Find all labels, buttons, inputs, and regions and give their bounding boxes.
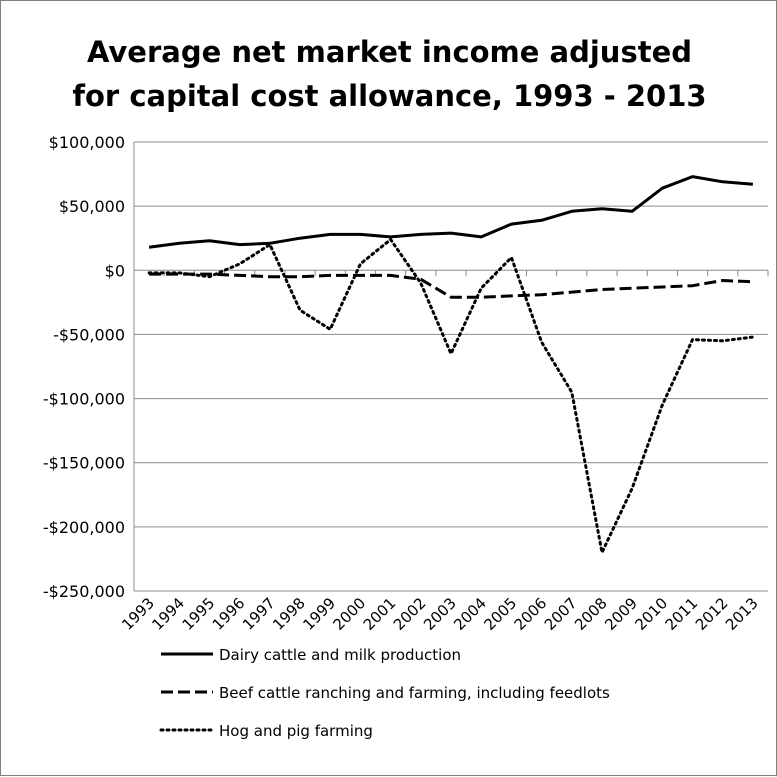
x-tick-label: 2001 (360, 594, 400, 634)
x-tick-label: 2003 (420, 594, 460, 634)
x-tick-label: 2008 (571, 594, 611, 634)
y-tick-label: $100,000 (49, 133, 125, 152)
chart-title-line-1: Average net market income adjusted (86, 35, 693, 69)
x-tick-label: 1999 (299, 594, 339, 634)
x-tick-label: 2000 (330, 594, 370, 634)
y-tick-label: -$150,000 (43, 454, 125, 473)
x-tick-label: 2006 (511, 594, 551, 634)
y-tick-label: -$50,000 (53, 325, 125, 344)
x-tick-label: 1998 (269, 594, 309, 634)
series-line-1 (148, 175, 754, 249)
x-tick-label: 2012 (692, 594, 732, 634)
x-tick-label: 1997 (239, 594, 279, 634)
x-tick-label: 2004 (450, 594, 490, 634)
y-tick-label: -$100,000 (43, 390, 125, 409)
x-tick-label: 2011 (662, 594, 702, 634)
x-tick-label: 1996 (209, 594, 249, 634)
x-tick-label: 2010 (631, 594, 671, 634)
x-tick-label: 2013 (722, 594, 762, 634)
x-tick-label: 2005 (480, 594, 520, 634)
x-tick-label: 2007 (541, 594, 581, 634)
legend-label-1: Dairy cattle and milk production (219, 646, 461, 664)
x-tick-label: 1994 (148, 594, 188, 634)
y-tick-label: -$200,000 (43, 518, 125, 537)
x-tick-label: 2002 (390, 594, 430, 634)
y-tick-label: -$250,000 (43, 582, 125, 601)
series-line-2 (149, 272, 753, 299)
legend-label-2: Beef cattle ranching and farming, includ… (219, 684, 610, 702)
x-tick-label: 2009 (601, 594, 641, 634)
legend-label-3: Hog and pig farming (219, 722, 373, 740)
y-tick-label: $0 (105, 261, 125, 280)
chart-title-line-2: for capital cost allowance, 1993 - 2013 (72, 79, 707, 113)
series-line-3 (147, 238, 755, 554)
y-tick-label: $50,000 (59, 197, 125, 216)
x-tick-label: 1995 (179, 594, 219, 634)
